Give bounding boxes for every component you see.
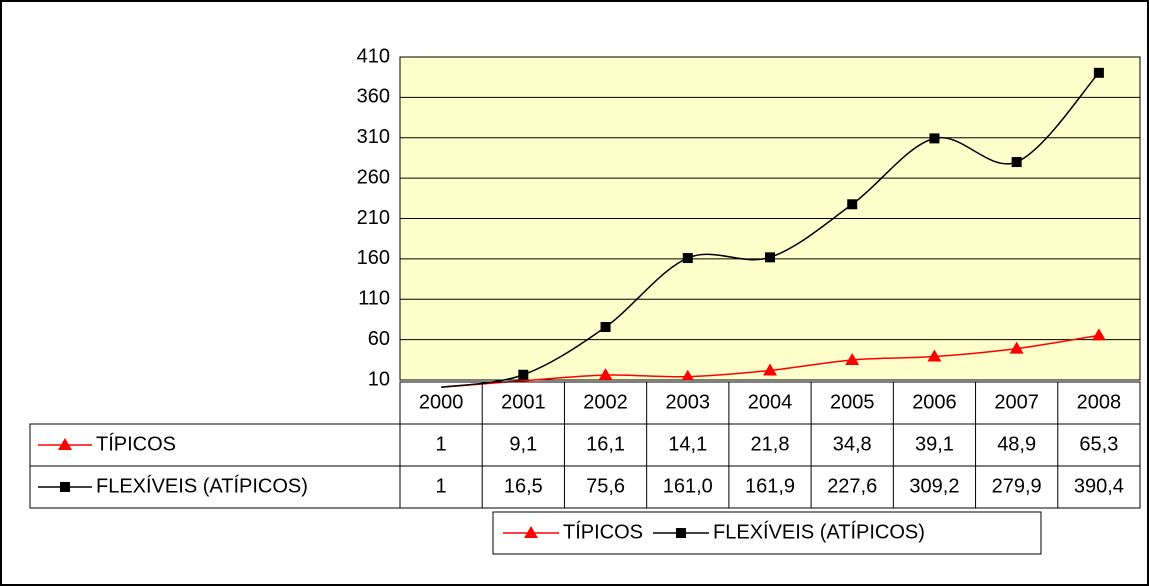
table-cell: 390,4 — [1074, 475, 1124, 497]
marker — [58, 438, 72, 450]
table-cell: 16,1 — [586, 433, 625, 455]
table-cell: 1 — [436, 433, 447, 455]
y-tick-label: 410 — [357, 45, 390, 67]
x-tick-label: 2008 — [1077, 391, 1122, 413]
x-tick-label: 2005 — [830, 391, 875, 413]
y-tick-label: 210 — [357, 207, 390, 229]
table-cell: 161,9 — [745, 475, 795, 497]
table-cell: 309,2 — [909, 475, 959, 497]
row-label: FLEXÍVEIS (ATÍPICOS) — [96, 474, 308, 497]
table-cell: 9,1 — [509, 433, 537, 455]
y-tick-label: 260 — [357, 166, 390, 188]
x-tick-label: 2004 — [748, 391, 793, 413]
y-tick-label: 360 — [357, 86, 390, 108]
marker — [518, 369, 529, 380]
table-cell: 14,1 — [668, 433, 707, 455]
x-tick-label: 2002 — [583, 391, 628, 413]
marker — [676, 528, 687, 538]
table-cell: 21,8 — [751, 433, 790, 455]
x-tick-label: 2007 — [994, 391, 1039, 413]
table-cell: 75,6 — [586, 475, 625, 497]
x-tick-label: 2003 — [666, 391, 711, 413]
table-cell: 39,1 — [915, 433, 954, 455]
table-cell: 1 — [436, 475, 447, 497]
x-tick-label: 2000 — [419, 391, 464, 413]
marker — [60, 482, 70, 492]
marker-layer — [518, 67, 1106, 380]
marker — [929, 133, 940, 144]
legend-box — [492, 511, 1042, 555]
marker — [524, 526, 538, 538]
table-cell: 34,8 — [833, 433, 872, 455]
marker — [598, 368, 613, 380]
x-tick-label: 2001 — [501, 391, 546, 413]
marker — [682, 253, 693, 264]
marker — [1009, 341, 1024, 354]
table-cell: 279,9 — [992, 475, 1042, 497]
legend-label: TÍPICOS — [563, 520, 643, 543]
marker — [765, 252, 775, 263]
marker — [1091, 328, 1106, 341]
table-cell: 227,6 — [827, 475, 877, 497]
marker — [845, 352, 860, 365]
y-tick-label: 60 — [368, 328, 390, 350]
y-tick-label: 110 — [358, 288, 390, 310]
marker — [847, 199, 858, 210]
marker — [681, 369, 694, 380]
y-tick-label: 10 — [368, 368, 390, 390]
y-tick-label: 160 — [357, 247, 390, 269]
x-tick-label: 2006 — [912, 391, 957, 413]
marker — [1093, 67, 1104, 78]
marker — [927, 349, 942, 362]
table-cell: 48,9 — [997, 433, 1036, 455]
table-cell: 161,0 — [663, 475, 713, 497]
row-label: TÍPICOS — [96, 432, 176, 455]
marker — [600, 322, 611, 333]
y-tick-label: 310 — [357, 126, 390, 148]
legend-label: FLEXÍVEIS (ATÍPICOS) — [713, 520, 925, 543]
marker — [763, 363, 777, 376]
marker — [1011, 157, 1022, 168]
table-cell: 16,5 — [504, 475, 543, 497]
table-cell: 65,3 — [1079, 433, 1118, 455]
